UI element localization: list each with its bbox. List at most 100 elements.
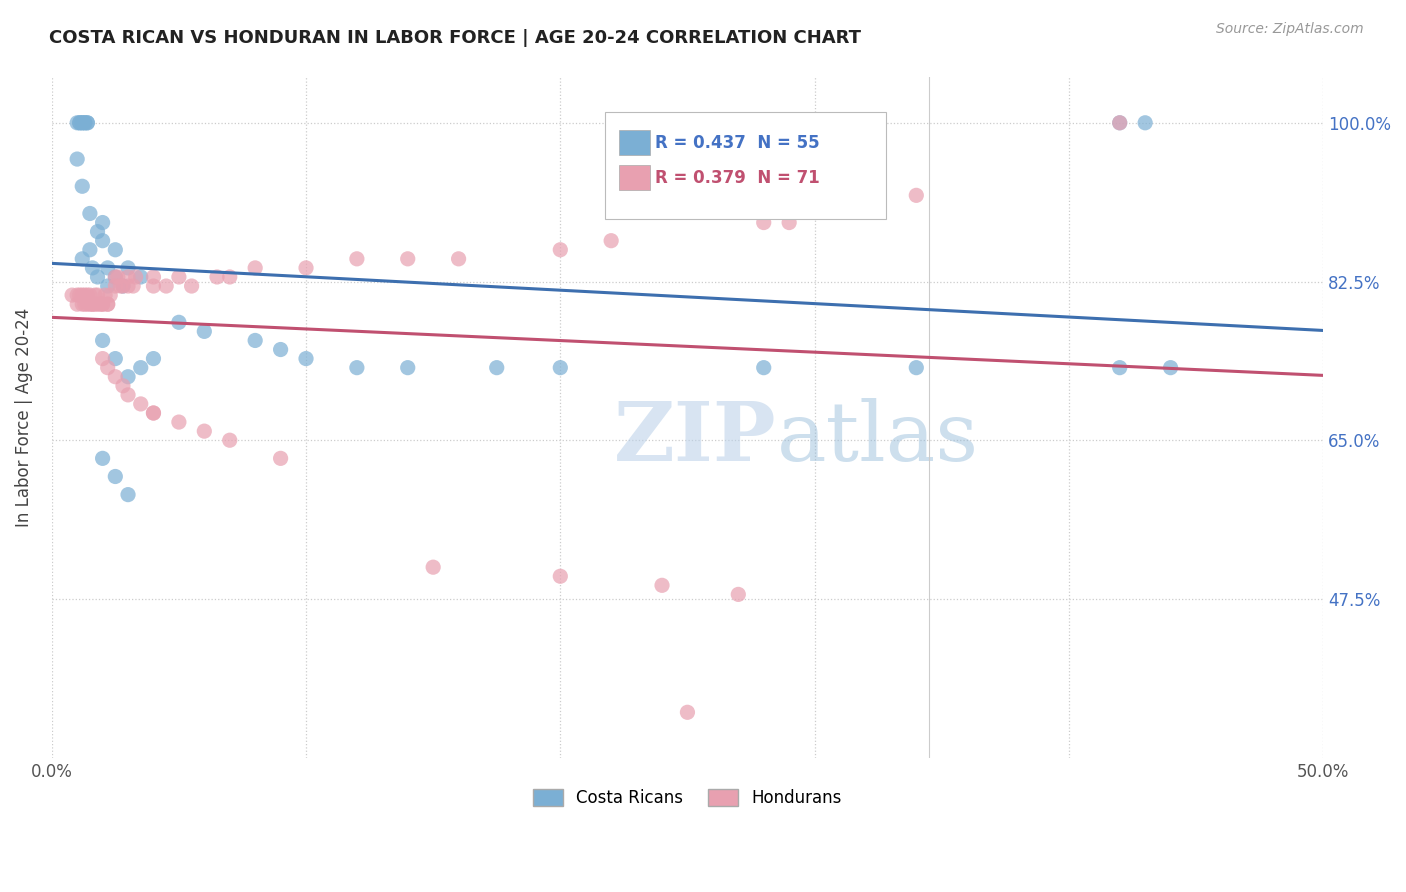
Point: [79, 206, 101, 220]
Point: [124, 270, 146, 285]
Point: [69, 116, 91, 130]
Point: [117, 270, 139, 285]
Point: [82, 260, 104, 275]
Point: [270, 451, 292, 466]
Point: [72, 297, 94, 311]
Point: [117, 260, 139, 275]
Point: [107, 270, 129, 285]
Point: [72, 116, 94, 130]
Point: [485, 360, 508, 375]
Point: [104, 351, 127, 366]
Point: [66, 152, 89, 166]
Y-axis label: In Labor Force | Age 20-24: In Labor Force | Age 20-24: [15, 308, 32, 527]
Point: [104, 243, 127, 257]
Point: [98, 288, 121, 302]
Point: [91, 297, 114, 311]
Point: [91, 334, 114, 348]
Point: [778, 215, 800, 229]
Point: [243, 260, 266, 275]
Point: [91, 351, 114, 366]
Point: [1160, 360, 1182, 375]
Point: [193, 325, 215, 339]
Point: [73, 297, 96, 311]
Point: [72, 179, 94, 194]
Point: [84, 288, 107, 302]
Point: [155, 279, 177, 293]
Point: [550, 360, 572, 375]
Point: [111, 279, 134, 293]
Point: [86, 270, 108, 285]
Point: [117, 388, 139, 402]
Point: [86, 225, 108, 239]
Point: [104, 270, 127, 285]
Point: [91, 297, 114, 311]
Point: [73, 116, 96, 130]
Point: [727, 587, 749, 601]
Point: [91, 234, 114, 248]
Point: [651, 578, 673, 592]
Point: [73, 288, 96, 302]
Point: [76, 288, 98, 302]
Point: [94, 288, 117, 302]
Point: [1108, 116, 1130, 130]
Point: [104, 369, 127, 384]
Point: [550, 243, 572, 257]
Point: [97, 297, 120, 311]
Point: [129, 270, 152, 285]
Point: [76, 116, 98, 130]
Point: [346, 252, 368, 266]
Point: [104, 469, 127, 483]
Text: R = 0.379  N = 71: R = 0.379 N = 71: [655, 169, 820, 186]
Point: [76, 297, 98, 311]
Point: [1133, 116, 1156, 130]
Point: [82, 297, 104, 311]
Point: [676, 706, 699, 720]
Text: ZIP: ZIP: [614, 398, 776, 478]
Point: [396, 360, 419, 375]
Point: [243, 334, 266, 348]
Point: [97, 360, 120, 375]
Point: [550, 569, 572, 583]
Point: [69, 116, 91, 130]
Point: [111, 379, 134, 393]
Point: [396, 252, 419, 266]
Point: [76, 116, 98, 130]
Point: [422, 560, 444, 574]
Point: [104, 279, 127, 293]
Point: [69, 288, 91, 302]
Point: [66, 116, 89, 130]
Point: [89, 297, 111, 311]
Point: [142, 406, 165, 420]
Legend: Costa Ricans, Hondurans: Costa Ricans, Hondurans: [526, 782, 849, 814]
Point: [79, 288, 101, 302]
Point: [66, 288, 89, 302]
Point: [82, 297, 104, 311]
Point: [180, 279, 202, 293]
Text: Source: ZipAtlas.com: Source: ZipAtlas.com: [1216, 22, 1364, 37]
Point: [142, 351, 165, 366]
Point: [142, 406, 165, 420]
Text: R = 0.437  N = 55: R = 0.437 N = 55: [655, 134, 820, 152]
Point: [72, 288, 94, 302]
Point: [142, 279, 165, 293]
Point: [104, 270, 127, 285]
Point: [122, 279, 145, 293]
Point: [905, 188, 928, 202]
Point: [129, 360, 152, 375]
Point: [117, 488, 139, 502]
Point: [167, 415, 190, 429]
Point: [66, 297, 89, 311]
Point: [86, 297, 108, 311]
Point: [193, 424, 215, 438]
Point: [218, 434, 240, 448]
Point: [447, 252, 470, 266]
Point: [97, 260, 120, 275]
Point: [752, 215, 775, 229]
Point: [1108, 116, 1130, 130]
Point: [295, 260, 318, 275]
Point: [97, 279, 120, 293]
Point: [91, 215, 114, 229]
Point: [84, 297, 107, 311]
Point: [72, 252, 94, 266]
Point: [1108, 360, 1130, 375]
